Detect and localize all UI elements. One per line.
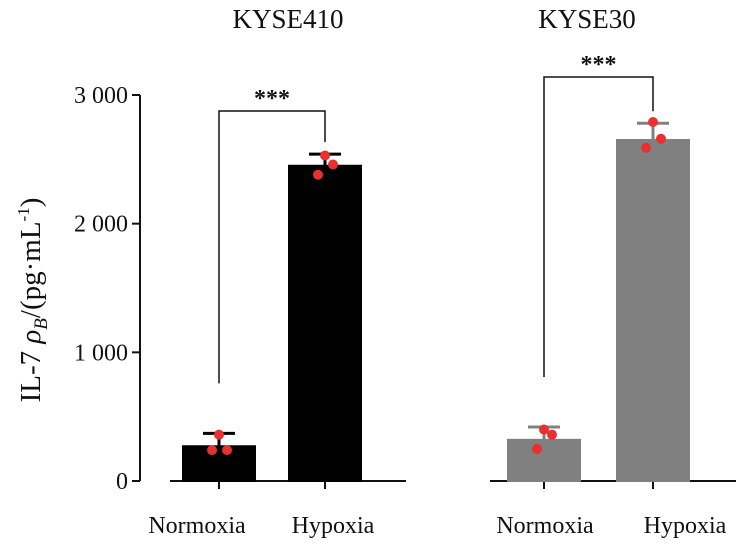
significance-label: *** — [254, 86, 290, 112]
y-label-symbol: ρ — [15, 330, 47, 345]
category-label: Normoxia — [148, 513, 246, 539]
y-label-unit: /(pg·mL — [15, 221, 47, 318]
significance-bracket — [543, 76, 654, 377]
data-point — [222, 445, 232, 456]
bar — [507, 438, 581, 482]
data-point — [656, 133, 666, 144]
y-axis-label: IL-7 ρB/(pg·mL-1) — [14, 198, 52, 403]
bar — [288, 164, 362, 482]
data-point — [207, 445, 217, 456]
data-point — [328, 159, 338, 170]
axis-layer: 0 1 000 2 000 3 000 — [74, 83, 141, 495]
y-label-subscript: B — [31, 318, 52, 330]
data-point — [532, 443, 542, 454]
data-point — [313, 169, 323, 180]
y-tick-label: 1 000 — [74, 340, 128, 366]
group-title: KYSE30 — [538, 4, 636, 34]
category-label: Hypoxia — [292, 513, 375, 539]
significance-label: *** — [581, 52, 617, 78]
group-kyse30: KYSE30 Normoxia Hypoxia *** — [490, 4, 736, 539]
significance-bracket — [218, 110, 326, 384]
data-point — [214, 429, 224, 440]
data-point — [547, 429, 557, 440]
data-point — [320, 150, 330, 161]
groups-layer: KYSE410 Normoxia Hypoxia *** KYSE30 Normoxia H… — [148, 4, 736, 539]
bar — [616, 139, 690, 483]
y-tick-label: 3 000 — [74, 83, 128, 109]
data-point — [641, 142, 651, 153]
y-label-prefix: IL-7 — [15, 344, 47, 403]
y-label-superscript: -1 — [14, 207, 33, 221]
data-point — [539, 424, 549, 435]
y-tick-label: 0 — [116, 469, 128, 495]
y-tick-label: 2 000 — [74, 212, 128, 238]
data-point — [648, 117, 658, 128]
bar — [182, 445, 256, 483]
group-kyse410: KYSE410 Normoxia Hypoxia *** — [148, 4, 406, 539]
y-label-unit-close: ) — [15, 198, 47, 208]
group-title: KYSE410 — [232, 4, 343, 34]
category-label: Normoxia — [496, 513, 594, 539]
category-label: Hypoxia — [644, 513, 727, 539]
